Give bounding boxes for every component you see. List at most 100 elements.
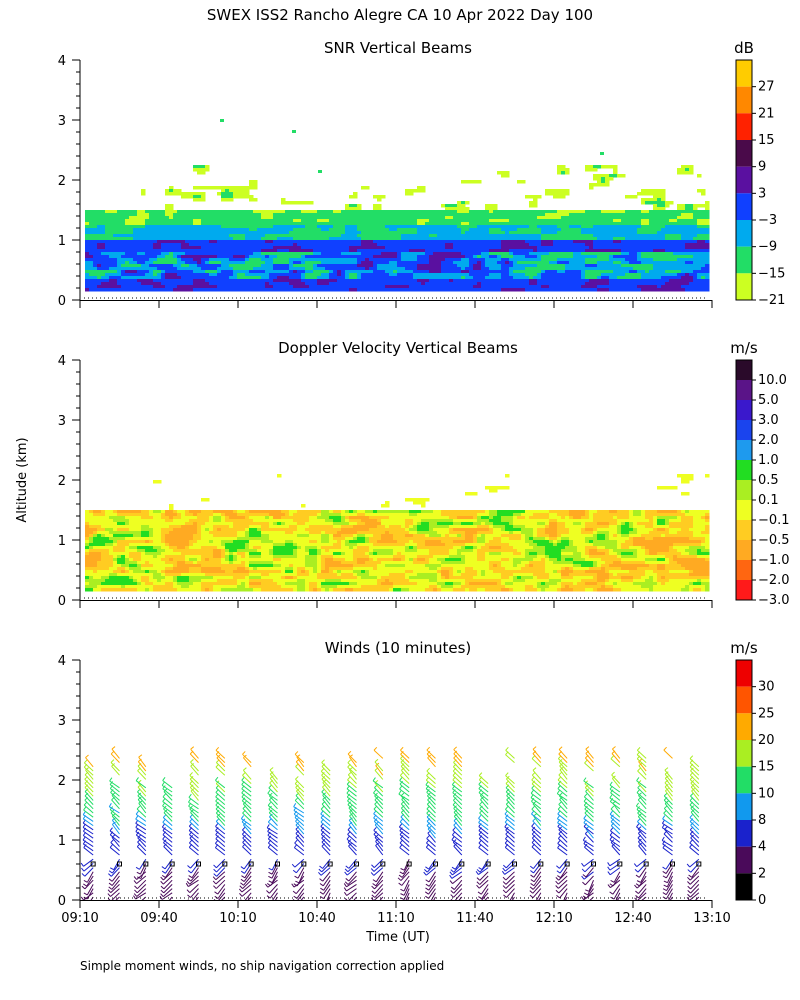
wind-barb — [478, 784, 489, 793]
wind-barb — [165, 863, 173, 874]
wind-barb — [321, 863, 331, 873]
wind-barb-feather — [187, 870, 192, 874]
wind-barb — [295, 761, 305, 772]
wind-barb — [348, 807, 357, 818]
wind-barb — [689, 804, 700, 814]
wind-barb — [665, 867, 673, 879]
wind-barb-feather — [161, 870, 166, 874]
doppler-heatmap — [85, 474, 710, 592]
wind-barb-feather — [504, 810, 508, 815]
wind-barb — [558, 838, 568, 847]
wind-barb — [557, 826, 568, 835]
wind-barb — [374, 782, 384, 793]
wind-barb-feather — [295, 834, 300, 838]
wind-barb-feather — [610, 827, 614, 832]
wind-barb — [638, 761, 647, 772]
wind-barb-feather — [530, 870, 534, 874]
wind-barb-feather — [399, 772, 404, 776]
wind-barb-feather — [400, 763, 405, 767]
snr-panel-title: SNR Vertical Beams — [324, 39, 472, 57]
wind-barb — [221, 896, 226, 900]
wind-barb — [453, 824, 463, 835]
winds-panel-title: Winds (10 minutes) — [325, 639, 472, 657]
wind-barb-feather — [585, 750, 590, 754]
wind-barb — [215, 792, 226, 801]
y-tick-label: 3 — [58, 714, 66, 729]
wind-barb — [690, 782, 700, 793]
wind-barb — [609, 834, 621, 843]
wind-barb — [400, 769, 410, 780]
wind-barb-feather — [213, 873, 217, 877]
wind-barb-feather — [530, 879, 535, 883]
wind-barb — [584, 812, 594, 822]
wind-barb — [505, 817, 515, 826]
wind-barb — [374, 761, 384, 772]
wind-barb-feather — [531, 755, 536, 759]
wind-barb — [399, 788, 410, 797]
wind-barb — [690, 770, 700, 780]
wind-barb-feather — [215, 747, 220, 751]
wind-barb — [136, 808, 147, 818]
wind-barb-feather — [321, 775, 326, 780]
wind-barb — [241, 818, 252, 827]
wind-barb-feather — [399, 827, 403, 831]
wind-barb-feather — [689, 755, 694, 759]
wind-barb — [272, 892, 278, 900]
wind-barb — [609, 858, 621, 867]
wind-barb — [399, 830, 410, 839]
wind-barb — [243, 875, 252, 886]
wind-barb — [294, 800, 305, 810]
wind-barb — [638, 867, 647, 878]
wind-barb — [161, 892, 173, 900]
wind-barb — [374, 884, 384, 894]
wind-barb — [163, 808, 173, 818]
wind-barb — [479, 795, 489, 805]
wind-barb — [373, 817, 384, 826]
wind-barb — [165, 867, 173, 878]
wind-barb-feather — [241, 776, 245, 781]
calm-wind-marker — [433, 861, 438, 867]
wind-barb — [609, 867, 621, 876]
wind-barb — [135, 831, 147, 839]
calm-wind-marker — [117, 861, 122, 867]
wind-barb-feather — [449, 871, 453, 876]
wind-barb-feather — [610, 755, 614, 760]
wind-barb-feather — [610, 822, 615, 826]
wind-profile — [370, 746, 386, 900]
wind-barb — [609, 797, 621, 806]
wind-barb-feather — [581, 896, 585, 900]
wind-barb — [400, 775, 410, 784]
wind-profile — [475, 772, 491, 900]
wind-barb — [452, 766, 463, 776]
wind-barb — [400, 765, 410, 776]
wind-barb — [564, 896, 568, 900]
wind-barb — [374, 803, 384, 814]
wind-barb — [532, 803, 542, 814]
wind-barb — [557, 818, 568, 827]
wind-barb-feather — [690, 834, 694, 839]
wind-barb-feather — [187, 878, 192, 882]
colorbar-swatch — [736, 113, 752, 140]
wind-barb — [347, 774, 357, 784]
colorbar-label: −0.5 — [758, 533, 790, 548]
wind-barb — [274, 896, 278, 900]
wind-barb — [136, 846, 147, 856]
wind-barb-feather — [636, 747, 641, 751]
wind-barb-feather — [634, 884, 638, 889]
snr-heatmap — [85, 119, 710, 292]
wind-barb — [689, 846, 700, 856]
wind-barb-feather — [375, 842, 380, 846]
wind-barb — [137, 761, 147, 772]
wind-barb — [426, 803, 436, 814]
wind-barb-feather — [582, 836, 586, 841]
wind-barb-feather — [687, 885, 691, 890]
wind-barb — [478, 879, 489, 889]
wind-barb — [271, 871, 278, 883]
wind-barb — [244, 892, 252, 900]
wind-barb-feather — [424, 891, 429, 895]
wind-barb-feather — [609, 810, 613, 815]
wind-barb — [86, 875, 94, 887]
wind-barb — [557, 843, 568, 852]
wind-barb — [293, 806, 305, 814]
wind-barb-feather — [160, 876, 164, 881]
